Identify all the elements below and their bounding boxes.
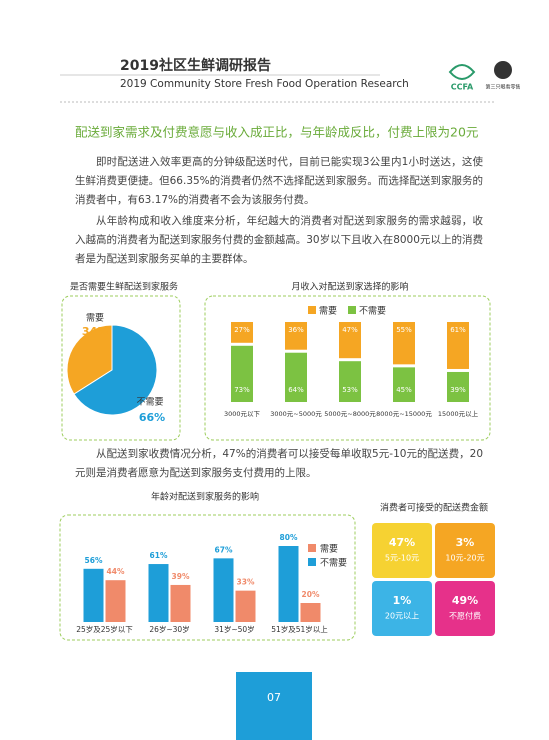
legend-label: 不需要: [320, 558, 347, 569]
value-label: 55%: [396, 326, 412, 334]
paragraph: 从年龄构成和收入维度来分析，年纪越大的消费者对配送到家服务的需求越弱，收入越高的…: [75, 215, 483, 265]
slice-label: 需要: [86, 313, 104, 324]
header-title: 2019社区生鲜调研报告: [120, 57, 271, 74]
bar-segment: [393, 367, 415, 402]
x-tick-label: 3000元~5000元: [270, 410, 322, 418]
legend-label: 不需要: [359, 306, 386, 317]
legend-swatch: [308, 306, 316, 314]
bar-segment: [285, 322, 307, 350]
value-label: 39%: [172, 572, 190, 581]
bar-segment: [231, 345, 253, 402]
value-label: 45%: [396, 386, 412, 394]
value-label: 49%: [452, 594, 478, 607]
bar: [235, 590, 256, 622]
bar: [105, 580, 126, 622]
logo-icon: [494, 61, 512, 79]
x-tick-label: 51岁及51岁以上: [271, 624, 328, 634]
section-heading: 配送到家需求及付费意愿与收入成正比，与年龄成反比，付费上限为20元: [75, 125, 478, 140]
value-label: 64%: [288, 386, 304, 394]
x-tick-label: 3000元以下: [224, 410, 261, 418]
value-label: 53%: [342, 386, 358, 394]
panel: [59, 514, 356, 641]
value-label: 33%: [237, 578, 255, 587]
pie-slice: [73, 324, 158, 416]
value-label: 80%: [280, 533, 298, 542]
tile-label: 不愿付费: [449, 611, 481, 621]
tile: [372, 523, 432, 578]
tile-label: 10元-20元: [445, 554, 484, 563]
value-label: 39%: [450, 386, 466, 394]
chart-title: 消费者可接受的配送费金额: [380, 502, 488, 514]
bar: [278, 546, 299, 622]
bar-segment: [447, 371, 469, 402]
value-label: 73%: [234, 386, 250, 394]
bar-segment: [339, 322, 361, 359]
bar: [170, 584, 191, 622]
value-label: 61%: [450, 326, 466, 334]
legend-swatch: [308, 558, 316, 566]
value-label: 56%: [85, 556, 103, 565]
tile-label: 5元-10元: [385, 554, 419, 563]
value-label: 47%: [389, 536, 415, 549]
value-label: 20%: [302, 590, 320, 599]
panel: [204, 295, 491, 441]
legend-swatch: [348, 306, 356, 314]
page-number-box: [236, 672, 312, 740]
value-label: 3%: [456, 536, 475, 549]
logo-left: CCFA: [451, 83, 474, 92]
page-number: 07: [267, 691, 281, 704]
legend-label: 需要: [320, 544, 338, 555]
bar-segment: [285, 352, 307, 402]
bar-segment: [447, 322, 469, 369]
logo-mark: [448, 64, 476, 80]
paragraph: 从配送到家收费情况分析，47%的消费者可以接受每单收取5元-10元的配送费，20…: [75, 448, 483, 479]
chart-title: 月收入对配送到家选择的影响: [291, 281, 408, 293]
value-label: 66%: [139, 411, 165, 424]
slice-label: 不需要: [136, 397, 163, 408]
chart-title: 是否需要生鲜配送到家服务: [70, 281, 178, 293]
chart-title: 年龄对配送到家服务的影响: [151, 491, 259, 503]
header-subtitle: 2019 Community Store Fresh Food Operatio…: [120, 78, 409, 90]
value-label: 67%: [215, 545, 233, 554]
value-label: 34%: [82, 325, 108, 338]
value-label: 44%: [107, 567, 125, 576]
bar: [213, 558, 234, 622]
x-tick-label: 31岁~50岁: [214, 624, 254, 634]
bar: [300, 603, 321, 622]
panel: [61, 295, 181, 441]
tile: [435, 581, 495, 636]
value-label: 47%: [342, 326, 358, 334]
x-tick-label: 5000元~8000元: [324, 410, 376, 418]
tile: [435, 523, 495, 578]
bar-segment: [339, 361, 361, 402]
bar-segment: [231, 322, 253, 343]
bar: [148, 564, 169, 622]
logo-right: 第三只眼看零售: [485, 84, 520, 91]
legend-label: 需要: [319, 306, 337, 317]
x-tick-label: 8000元~15000元: [376, 410, 432, 418]
value-label: 1%: [393, 594, 412, 607]
x-tick-label: 15000元以上: [438, 409, 479, 418]
x-tick-label: 26岁~30岁: [149, 624, 189, 634]
legend-swatch: [308, 544, 316, 552]
value-label: 61%: [150, 551, 168, 560]
paragraph: 即时配送进入效率更高的分钟级配送时代，目前已能实现3公里内1小时送达，这使生鲜消…: [75, 156, 483, 206]
tile: [372, 581, 432, 636]
value-label: 36%: [288, 326, 304, 334]
value-label: 27%: [234, 326, 250, 334]
x-tick-label: 25岁及25岁以下: [76, 624, 133, 634]
tile-label: 20元以上: [385, 612, 419, 621]
bar: [83, 568, 104, 622]
bar-segment: [393, 322, 415, 365]
